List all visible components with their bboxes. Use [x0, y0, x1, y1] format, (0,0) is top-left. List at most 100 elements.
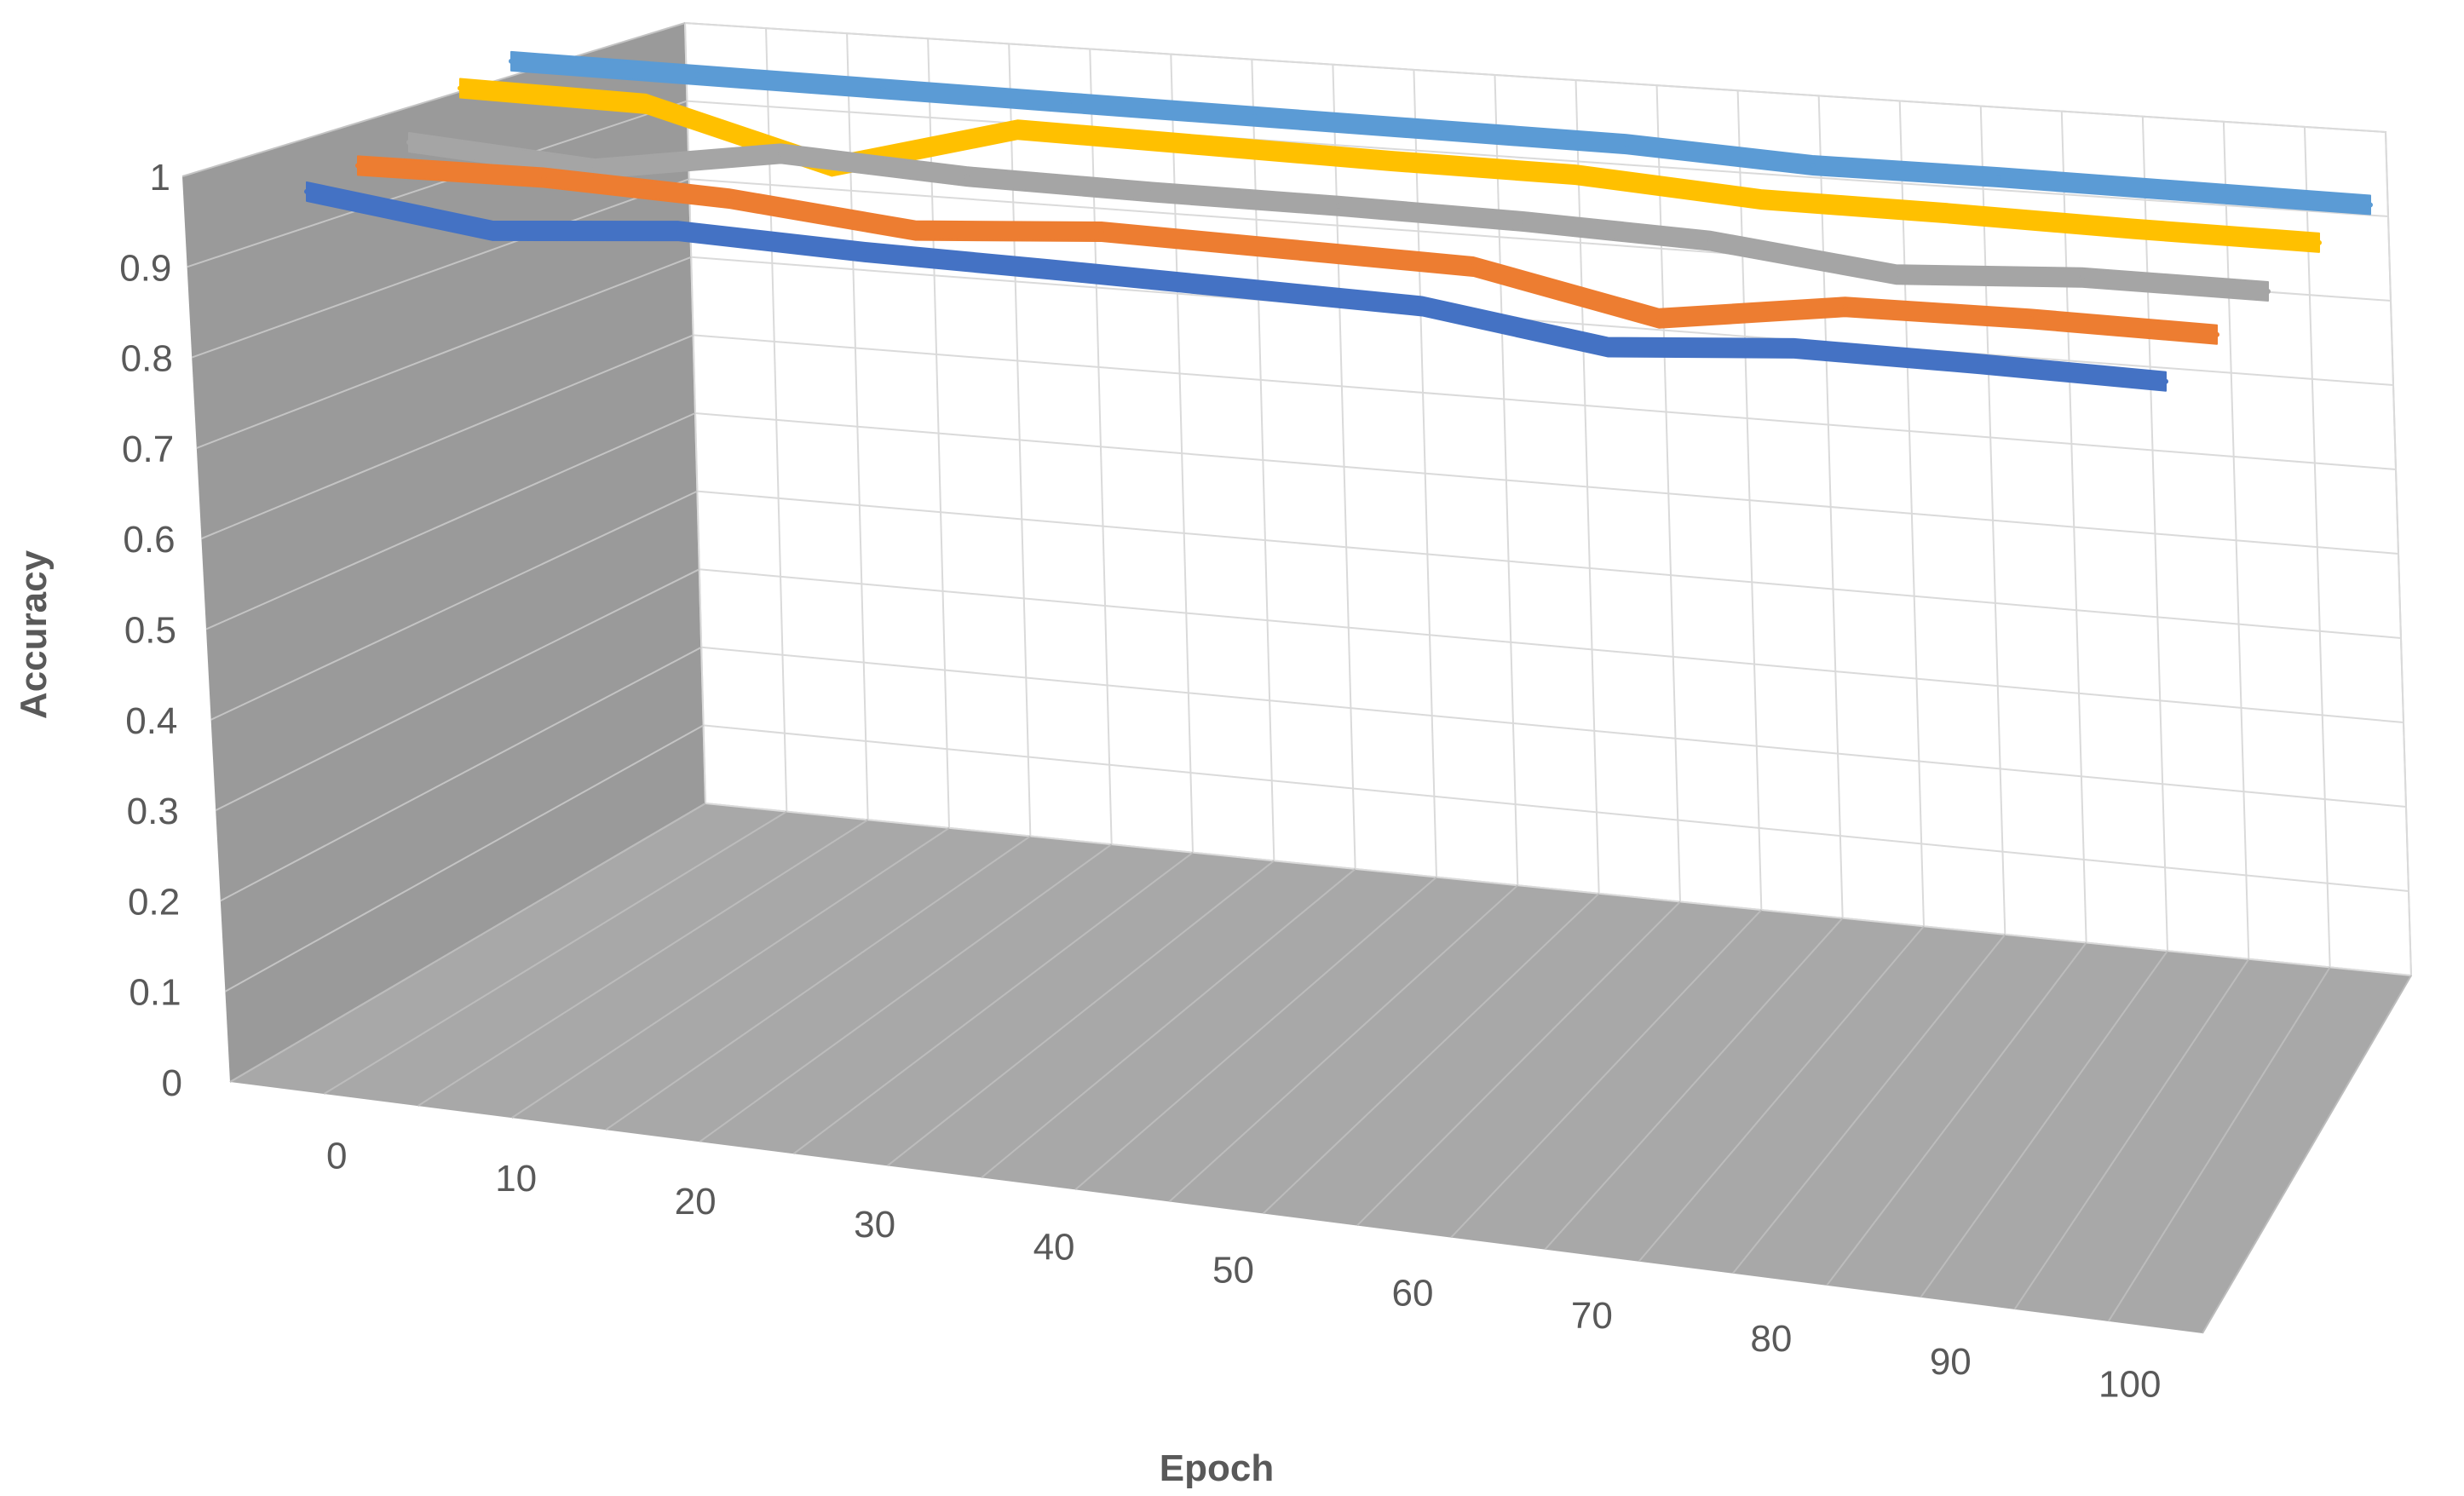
series-1-point — [676, 228, 682, 234]
series-1-point — [861, 249, 867, 255]
y-tick-label: 0.5 — [124, 610, 176, 652]
x-tick-label: 40 — [1033, 1227, 1075, 1269]
series-5-point — [1066, 100, 1072, 106]
grid-floor — [2107, 966, 2331, 1322]
x-tick-label: 100 — [2098, 1364, 2161, 1406]
series-5-point — [2181, 188, 2187, 194]
grid-floor — [1920, 950, 2168, 1298]
floor — [230, 803, 2411, 1333]
grid-horizontal — [691, 256, 2394, 386]
y-axis-title: Accuracy — [13, 549, 55, 719]
series-2-point — [1285, 246, 1290, 252]
series-4-point — [1200, 142, 1206, 148]
y-tick-label: 0.9 — [119, 247, 171, 289]
grid-floor — [792, 851, 1194, 1155]
grid-floor — [1074, 876, 1437, 1191]
grid-floor — [1638, 925, 1925, 1263]
grid-floor — [323, 810, 787, 1095]
series-3-point — [1707, 238, 1713, 244]
x-tick-label: 80 — [1750, 1318, 1792, 1360]
series-2-point — [2214, 331, 2219, 337]
series-1-point — [1605, 344, 1611, 350]
x-tick-label: 60 — [1391, 1272, 1433, 1314]
series-3-point — [592, 166, 598, 172]
series-5-point — [509, 58, 514, 64]
grid-floor — [1262, 893, 1600, 1215]
series-2-point — [1098, 229, 1104, 235]
grid-floor — [2013, 958, 2250, 1310]
y-tick-label: 0.1 — [129, 972, 181, 1014]
grid-left-wall — [181, 22, 686, 177]
series-line-4 — [459, 78, 2320, 253]
x-tick-label: 90 — [1930, 1341, 1972, 1383]
series-2-point — [355, 163, 360, 169]
grid-horizontal — [693, 334, 2397, 470]
series-2-point — [541, 175, 547, 181]
x-tick-label: 10 — [495, 1158, 537, 1200]
grid-floor — [229, 803, 706, 1083]
series-3-point — [2265, 288, 2271, 294]
y-tick-label: 0.7 — [122, 429, 174, 470]
y-tick-label: 1 — [150, 157, 170, 199]
series-2-point — [912, 227, 918, 233]
series-1-point — [1419, 303, 1425, 309]
series-1-point — [490, 227, 496, 233]
series-3-point — [1522, 219, 1528, 225]
grid-floor — [1450, 909, 1763, 1239]
series-line-3 — [408, 132, 2269, 302]
grid-floor — [1826, 941, 2087, 1286]
series-5-point — [694, 72, 700, 78]
grid-left-wall — [220, 646, 702, 902]
series-3-point — [406, 140, 412, 145]
y-tick-label: 0.4 — [125, 700, 177, 742]
series-2-point — [2028, 316, 2034, 322]
grid-floor — [511, 827, 950, 1119]
grid-left-wall — [187, 100, 688, 268]
series-1-point — [304, 188, 309, 194]
series-5-point — [1438, 128, 1443, 134]
grid-horizontal — [684, 22, 2386, 133]
series-2-point — [727, 196, 733, 202]
grid-floor — [2202, 975, 2412, 1334]
series-3-point — [778, 151, 784, 157]
series-lines — [304, 50, 2373, 392]
y-tick-label: 0 — [162, 1062, 182, 1104]
grid-floor — [981, 868, 1356, 1179]
series-5-point — [1995, 175, 2001, 181]
grid-left-wall — [205, 412, 696, 630]
x-axis-title: Epoch — [1160, 1447, 1274, 1489]
x-tick-label: 0 — [326, 1135, 347, 1177]
series-1-point — [1047, 267, 1053, 273]
grid-floor — [1732, 934, 2006, 1274]
grid-horizontal — [694, 412, 2399, 555]
x-tick-label: 50 — [1212, 1250, 1254, 1292]
grid-left-wall — [215, 568, 700, 811]
series-4-point — [2130, 226, 2136, 232]
x-tick-label: 30 — [854, 1204, 895, 1246]
series-1-point — [2163, 378, 2168, 384]
series-2-point — [1471, 263, 1477, 269]
grid-horizontal — [697, 490, 2402, 639]
grid-floor — [1544, 917, 1844, 1251]
grid-left-wall — [201, 334, 694, 540]
series-5-point — [880, 86, 886, 92]
series-4-point — [1944, 210, 1950, 216]
series-2-point — [1656, 315, 1662, 321]
grid-horizontal — [703, 724, 2409, 892]
grid-floor — [1356, 900, 1681, 1227]
y-tick-label: 0.8 — [121, 338, 173, 380]
series-5-point — [1624, 141, 1630, 147]
series-3-point — [1149, 189, 1155, 195]
series-4-point — [2317, 239, 2322, 245]
series-2-point — [1842, 304, 1848, 310]
series-5-point — [2368, 202, 2373, 208]
series-4-point — [1759, 197, 1765, 203]
series-4-point — [1015, 127, 1021, 133]
grid-floor — [1168, 884, 1519, 1203]
series-3-point — [1336, 203, 1341, 209]
series-3-point — [1893, 272, 1899, 278]
grid-left-wall — [224, 724, 705, 993]
x-axis-ticks: 0 10 20 30 40 50 60 70 80 90 100 — [326, 1135, 2161, 1405]
left-wall — [182, 23, 705, 1082]
